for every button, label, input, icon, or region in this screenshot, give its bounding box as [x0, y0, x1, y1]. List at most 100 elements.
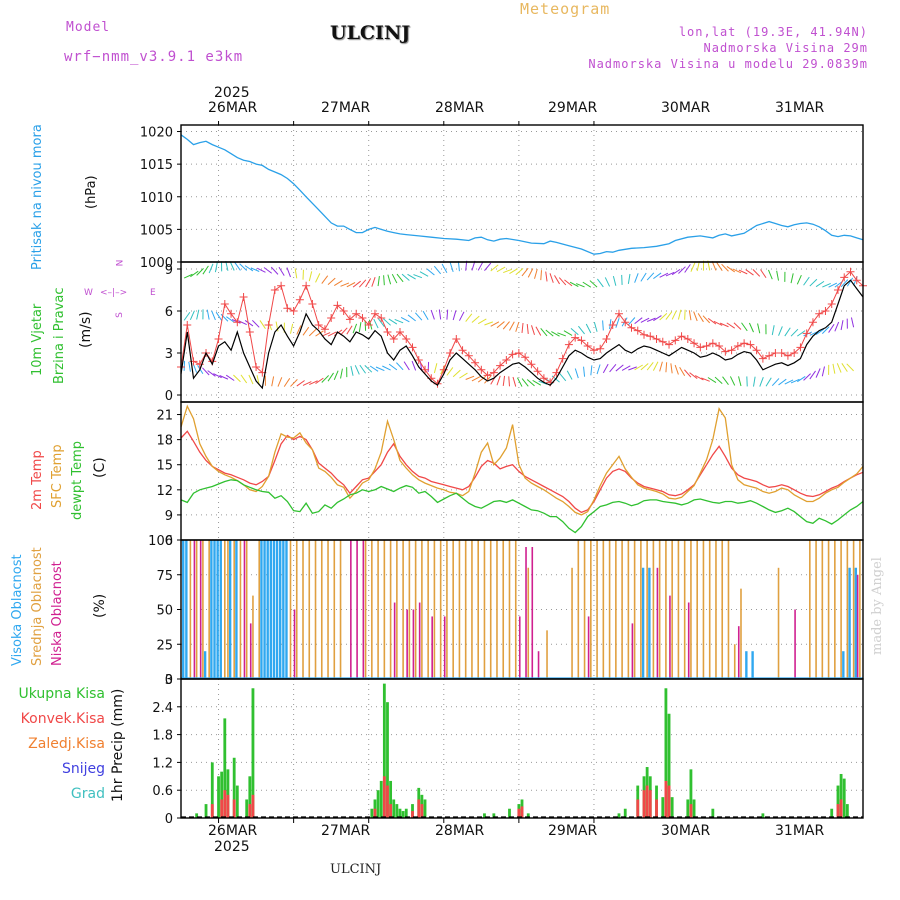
wind-arrow: [490, 264, 499, 272]
wind-arrow: [778, 326, 783, 336]
wind-gust-marker: [471, 358, 480, 367]
wind-arrow: [557, 332, 566, 337]
wind-arrow: [452, 310, 457, 321]
wind-arrow: [671, 268, 681, 276]
precip-conv-bar: [517, 808, 521, 818]
wind-arrow: [377, 276, 380, 287]
wind-arrow: [640, 272, 647, 282]
wind-arrow: [248, 374, 254, 385]
wind-arrow: [665, 362, 668, 373]
wind-arrow: [294, 268, 298, 279]
wind-arrow: [238, 320, 247, 326]
wind-arrow: [477, 261, 484, 271]
wind-gust-marker: [583, 342, 592, 350]
wind-arrow: [477, 318, 487, 325]
wind-arrow: [697, 313, 704, 323]
y-tick-label: 0: [165, 673, 173, 688]
wind-arrow: [726, 266, 736, 273]
y-tick-label: 6: [165, 534, 173, 549]
model-altitude-info: Nadmorska Visina u modelu 29.0839m: [588, 57, 868, 71]
precip-total-bar: [670, 797, 674, 818]
wind-arrow: [239, 263, 248, 271]
wind-arrow: [521, 322, 524, 333]
wind-gust-marker: [658, 337, 667, 346]
wind-arrow: [394, 318, 404, 324]
precip-total-bar: [386, 702, 389, 818]
precip-total-bar: [492, 813, 496, 818]
precip-legend-conv: Konvek.Kisa: [20, 711, 105, 727]
wind-arrow: [563, 330, 573, 336]
wind-gust-marker: [214, 335, 223, 343]
wind-gust-marker: [239, 293, 248, 301]
wind-gust-marker: [815, 309, 824, 318]
wind-arrow: [340, 282, 350, 287]
precip-legend-total: Ukupna Kisa: [18, 686, 105, 702]
date-label-bottom-2: 27MAR: [321, 823, 371, 839]
precip-conv-bar: [382, 776, 386, 818]
wind-gust-marker: [708, 339, 717, 348]
wind-arrow: [549, 273, 554, 283]
wind-arrow: [822, 282, 831, 288]
wind-gust-marker: [489, 368, 498, 377]
wind-arrow: [346, 282, 356, 288]
wind-arrow: [535, 326, 542, 336]
wind-arrow: [207, 370, 216, 377]
precip-legend-hail: Grad: [70, 786, 105, 802]
wind-arrow: [229, 261, 235, 271]
wind-arrow: [202, 265, 209, 275]
wind-arrow: [596, 364, 601, 375]
wind-arrow: [387, 274, 392, 285]
wind-arrow: [196, 309, 200, 320]
wind-arrow: [778, 378, 787, 386]
wind-gust-marker: [233, 318, 242, 327]
wind-arrow: [400, 316, 410, 323]
wind-gust-marker: [227, 309, 236, 318]
wind-arrow: [302, 326, 310, 336]
wind-arrow: [628, 366, 637, 371]
wind-arrow: [701, 377, 710, 382]
wind-arrow: [391, 273, 398, 284]
wind-arrow: [516, 377, 523, 387]
precip-legend-snow: Snijeg: [61, 761, 105, 777]
y-tick-label: 9: [165, 263, 173, 278]
wind-arrow: [244, 265, 254, 272]
wind-arrow: [627, 317, 636, 326]
precip-total-bar: [217, 776, 220, 818]
wind-gust-marker: [852, 276, 861, 285]
wind-arrow: [446, 309, 449, 320]
wind-arrow: [582, 281, 592, 288]
wind-arrow: [484, 321, 494, 326]
y-tick-label: 18: [156, 434, 173, 449]
wind-gust-marker: [421, 365, 430, 374]
precip-total-bar: [226, 769, 230, 818]
wind-gust-marker: [345, 315, 354, 324]
wind-arrow: [634, 364, 643, 371]
precip-total-bar: [235, 785, 239, 818]
wind-gust-marker: [339, 307, 348, 315]
wind-arrow: [578, 325, 585, 335]
wind-gust-marker: [571, 333, 580, 342]
wind-gust-marker: [646, 332, 655, 341]
y-tick-label: 9: [165, 509, 173, 524]
wind-arrow: [589, 280, 598, 288]
wind-arrow: [438, 309, 442, 320]
wind-arrow: [745, 269, 754, 276]
wind-arrow: [646, 362, 654, 371]
wind-arrow: [659, 361, 663, 372]
wind-arrow: [760, 269, 767, 279]
wind-arrow: [602, 320, 604, 331]
precip-total-bar: [220, 771, 224, 818]
wind-gust-marker: [395, 328, 404, 336]
precip-total-bar: [210, 762, 214, 818]
wind-arrow: [465, 313, 473, 322]
wind-gust-marker: [558, 354, 567, 363]
wind-gust-marker: [533, 367, 542, 376]
wind-gust-marker: [277, 281, 286, 290]
wind-arrow: [850, 317, 855, 328]
precip-conv-bar: [648, 790, 652, 818]
wind-arrow: [358, 279, 367, 288]
wind-arrow: [677, 309, 682, 320]
wind-arrow: [233, 374, 241, 383]
wind-arrow: [689, 372, 698, 379]
wind-arrow: [433, 265, 442, 275]
